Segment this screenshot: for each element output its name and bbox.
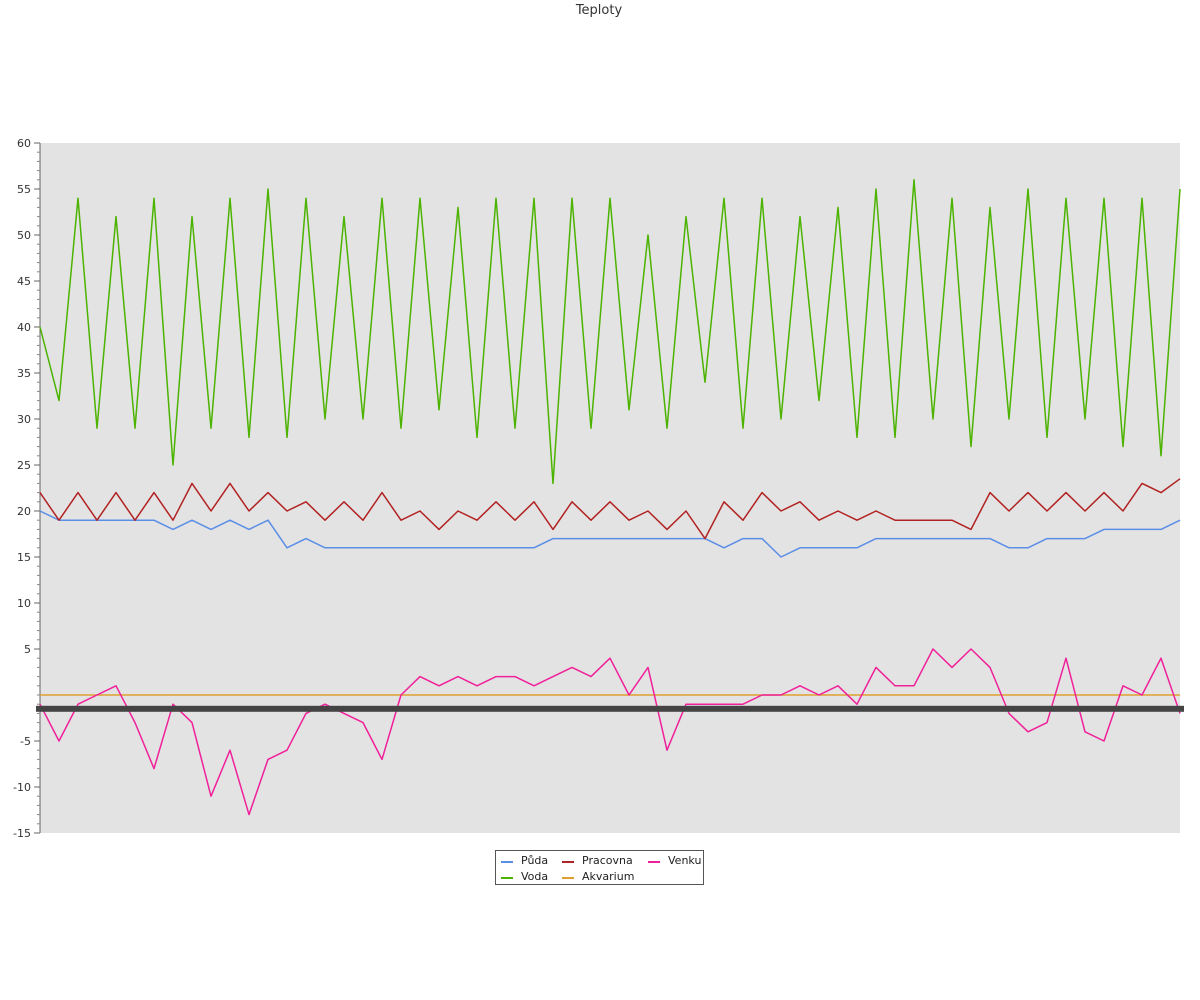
y-tick-label: 60 [17,137,31,150]
legend-label: Pracovna [582,854,633,867]
legend-label: Akvarium [582,870,635,883]
y-tick-label: 30 [17,413,31,426]
series-line-voda [39,179,1181,485]
series-line-půda [39,510,1181,558]
y-tick-label: 10 [17,597,31,610]
y-tick-label: 50 [17,229,31,242]
chart-title: Teploty [575,3,623,18]
series-line-pracovna [39,478,1181,540]
legend-swatch [562,877,574,879]
plot-area [40,143,1180,833]
series-layer [36,179,1184,816]
y-tick-label: -15 [13,827,31,840]
y-tick-label: 40 [17,321,31,334]
baseline-bar [36,705,1184,712]
legend-label: Půda [521,854,549,867]
y-tick-label: 55 [17,183,31,196]
legend-label: Voda [521,870,549,883]
y-axis: -15 -10 -5 5 10 15 20 25 30 35 40 45 50 55 60 [13,137,41,840]
series-line-venku [39,648,1181,816]
y-tick-label: 15 [17,551,31,564]
y-tick-label: 45 [17,275,31,288]
legend: Půda Voda Pracovna Akvarium Venku [495,850,704,885]
y-tick-label: -10 [13,781,31,794]
y-tick-label: 35 [17,367,31,380]
legend-swatch [648,861,660,863]
legend-label: Venku [668,854,702,867]
y-tick-label: 5 [24,643,31,656]
y-tick-label: -5 [20,735,31,748]
legend-swatch [501,877,513,879]
y-tick-label: 20 [17,505,31,518]
legend-swatch [562,861,574,863]
legend-swatch [501,861,513,863]
y-tick-label: 25 [17,459,31,472]
